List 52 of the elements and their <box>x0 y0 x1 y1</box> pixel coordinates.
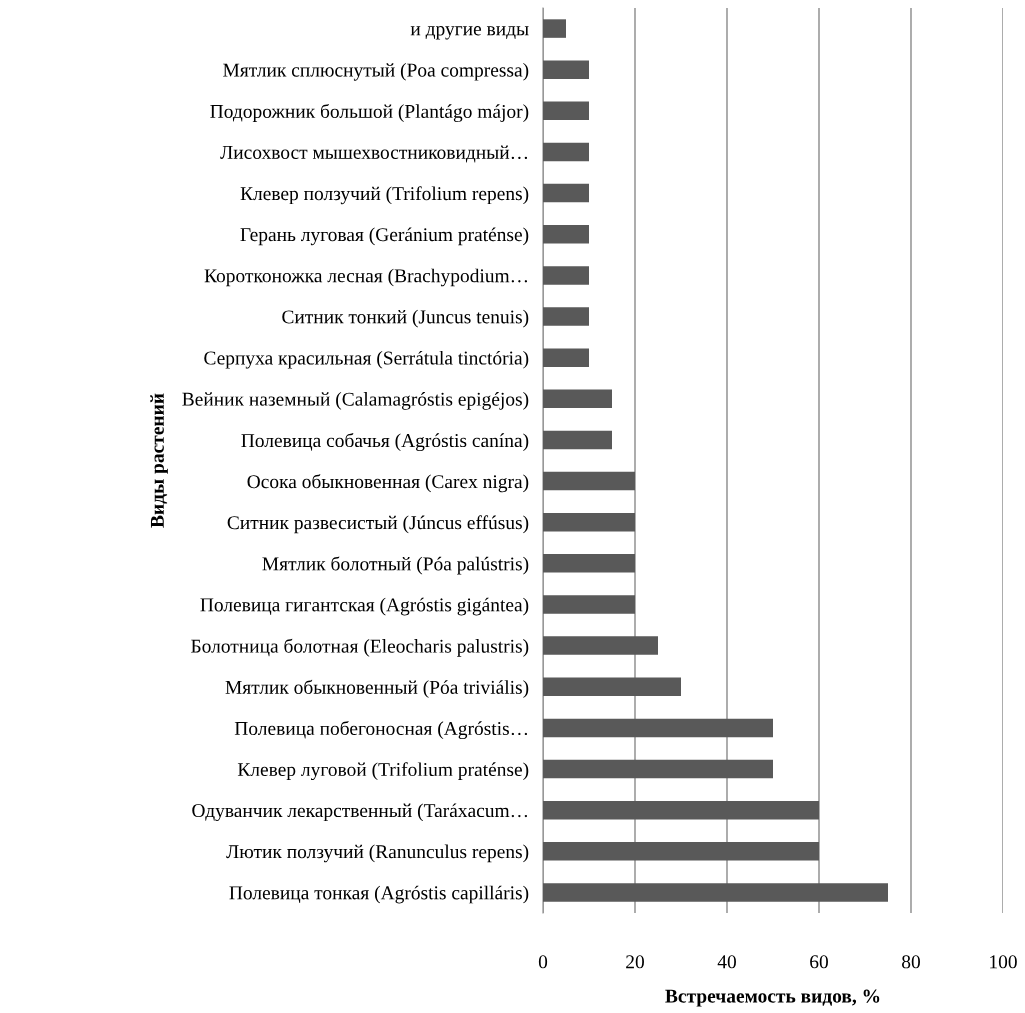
bar <box>543 512 635 532</box>
x-tick-label: 60 <box>810 955 828 969</box>
y-tick-label: Мятлик сплюснутый (Poa compressa) <box>223 62 529 81</box>
x-axis-title: Встречаемость видов, % <box>665 989 880 1007</box>
bar <box>543 307 589 326</box>
bar <box>543 842 819 861</box>
y-tick-label: Полевица побегоносная (Agróstis… <box>234 720 528 740</box>
y-tick-label: Полевица гигантская (Agróstis gigántea) <box>200 597 529 616</box>
y-tick-label: Полевица собачья (Agróstis canína) <box>241 432 529 452</box>
y-tick-label: Полевица тонкая (Agróstis capilláris) <box>229 885 529 904</box>
y-tick-label: Клевер ползучий (Trifolium repens) <box>240 186 529 205</box>
bar <box>543 718 773 738</box>
x-tick-label: 20 <box>626 955 644 969</box>
y-axis-title: Виды растений <box>150 393 168 528</box>
bar <box>543 430 612 450</box>
bar <box>543 389 612 409</box>
y-tick-label: Ситник развесистый (Júncus effúsus) <box>227 515 529 534</box>
bar <box>543 595 635 614</box>
x-tick-label: 100 <box>990 955 1017 969</box>
bar <box>543 183 589 203</box>
y-tick-label: Болотница болотная (Eleocharis palustris) <box>191 638 529 657</box>
x-tick-label: 40 <box>717 955 736 969</box>
bar <box>543 636 658 655</box>
bar <box>543 800 819 820</box>
bar <box>543 759 773 779</box>
bar <box>543 142 589 162</box>
bar <box>543 554 635 573</box>
y-tick-label: Ситник тонкий (Juncus tenuis) <box>282 309 529 328</box>
y-tick-label: Лисохвост мышехвостниковидный… <box>220 145 528 163</box>
y-tick-label: Мятлик обыкновенный (Póa triviális) <box>225 679 529 698</box>
bar <box>543 348 589 367</box>
y-tick-label: Одуванчик лекарственный (Taráxacum… <box>192 803 528 822</box>
y-tick-label: Лютик ползучий (Ranunculus repens) <box>226 844 529 863</box>
bar <box>543 471 635 491</box>
bar <box>543 677 681 697</box>
bar <box>543 101 589 121</box>
bar <box>543 19 566 38</box>
bar <box>543 224 589 244</box>
y-tick-label: Герань луговая (Geránium praténse) <box>240 227 529 246</box>
y-tick-label: Клевер луговой (Trifolium praténse) <box>237 762 529 781</box>
bar <box>543 266 589 285</box>
y-tick-label: Мятлик болотный (Póa palústris) <box>262 556 529 575</box>
y-tick-label: Вейник наземный (Calamagróstis epigéjos) <box>182 392 529 410</box>
y-tick-label: Серпуха красильная (Serrátula tinctória) <box>204 350 529 369</box>
x-tick-label: 0 <box>538 955 548 969</box>
y-tick-label: Коротконожка лесная (Brachypodium… <box>204 268 528 287</box>
bar <box>543 60 589 79</box>
y-tick-label: Осока обыкновенная (Carex nigra) <box>247 474 529 493</box>
bar <box>543 883 888 902</box>
x-tick-label: 80 <box>902 955 920 969</box>
y-tick-label: и другие виды <box>410 26 529 40</box>
y-tick-label: Подорожник большой (Plantágo májor) <box>210 103 529 122</box>
